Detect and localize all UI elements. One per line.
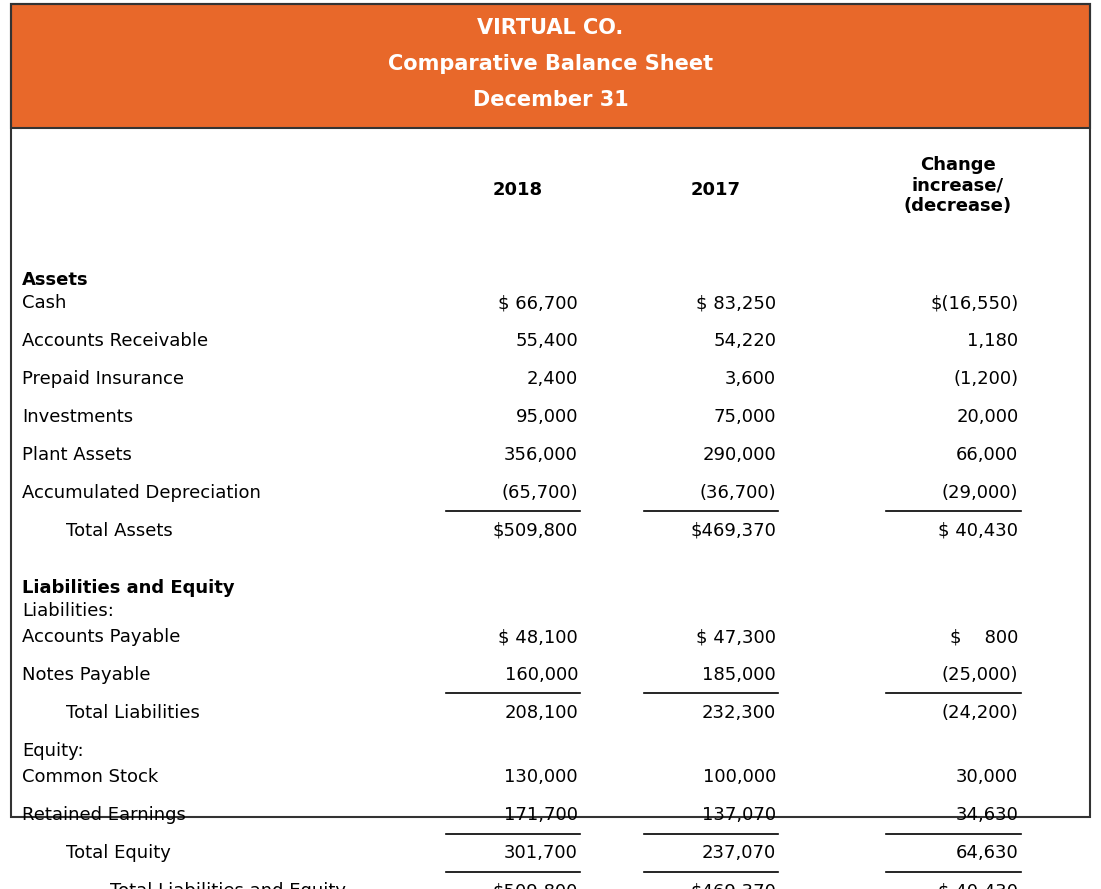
Text: 301,700: 301,700 bbox=[504, 845, 578, 862]
Text: 137,070: 137,070 bbox=[702, 806, 776, 824]
Text: (24,200): (24,200) bbox=[941, 704, 1018, 722]
Text: Liabilities and Equity: Liabilities and Equity bbox=[22, 579, 235, 597]
Text: Liabilities:: Liabilities: bbox=[22, 602, 113, 620]
Text: 232,300: 232,300 bbox=[702, 704, 776, 722]
Text: 2018: 2018 bbox=[492, 180, 543, 199]
Text: 2017: 2017 bbox=[690, 180, 741, 199]
Text: Assets: Assets bbox=[22, 271, 89, 290]
Text: Comparative Balance Sheet: Comparative Balance Sheet bbox=[388, 54, 713, 74]
Text: 95,000: 95,000 bbox=[515, 408, 578, 426]
Text: 290,000: 290,000 bbox=[702, 446, 776, 464]
Text: 54,220: 54,220 bbox=[713, 332, 776, 350]
Text: $509,800: $509,800 bbox=[492, 522, 578, 540]
Text: 3,600: 3,600 bbox=[726, 370, 776, 388]
Text: 2,400: 2,400 bbox=[526, 370, 578, 388]
Text: $469,370: $469,370 bbox=[690, 522, 776, 540]
Text: (29,000): (29,000) bbox=[942, 484, 1018, 502]
Text: Accounts Receivable: Accounts Receivable bbox=[22, 332, 208, 350]
Text: $469,370: $469,370 bbox=[690, 882, 776, 889]
Text: 130,000: 130,000 bbox=[504, 768, 578, 787]
Text: Retained Earnings: Retained Earnings bbox=[22, 806, 186, 824]
Text: Equity:: Equity: bbox=[22, 742, 84, 760]
FancyBboxPatch shape bbox=[11, 4, 1090, 128]
Text: 64,630: 64,630 bbox=[956, 845, 1018, 862]
Text: 20,000: 20,000 bbox=[956, 408, 1018, 426]
Text: 66,000: 66,000 bbox=[956, 446, 1018, 464]
Text: (36,700): (36,700) bbox=[699, 484, 776, 502]
Text: Investments: Investments bbox=[22, 408, 133, 426]
Text: Accumulated Depreciation: Accumulated Depreciation bbox=[22, 484, 261, 502]
Text: 185,000: 185,000 bbox=[702, 666, 776, 684]
Text: 356,000: 356,000 bbox=[504, 446, 578, 464]
Text: Total Liabilities and Equity: Total Liabilities and Equity bbox=[110, 882, 346, 889]
Text: $509,800: $509,800 bbox=[492, 882, 578, 889]
Text: $ 66,700: $ 66,700 bbox=[499, 294, 578, 312]
Text: $ 40,430: $ 40,430 bbox=[938, 882, 1018, 889]
Text: (25,000): (25,000) bbox=[942, 666, 1018, 684]
Text: 100,000: 100,000 bbox=[702, 768, 776, 787]
Text: VIRTUAL CO.: VIRTUAL CO. bbox=[478, 18, 623, 38]
Text: Common Stock: Common Stock bbox=[22, 768, 159, 787]
Text: Accounts Payable: Accounts Payable bbox=[22, 629, 181, 646]
Text: $ 83,250: $ 83,250 bbox=[696, 294, 776, 312]
Text: Prepaid Insurance: Prepaid Insurance bbox=[22, 370, 184, 388]
Text: 160,000: 160,000 bbox=[504, 666, 578, 684]
Text: Notes Payable: Notes Payable bbox=[22, 666, 151, 684]
Text: 30,000: 30,000 bbox=[956, 768, 1018, 787]
Text: December 31: December 31 bbox=[472, 90, 629, 109]
Text: 34,630: 34,630 bbox=[956, 806, 1018, 824]
Text: 75,000: 75,000 bbox=[713, 408, 776, 426]
Text: Total Equity: Total Equity bbox=[66, 845, 171, 862]
Text: Cash: Cash bbox=[22, 294, 66, 312]
Text: $(16,550): $(16,550) bbox=[930, 294, 1018, 312]
Text: 55,400: 55,400 bbox=[515, 332, 578, 350]
Text: 208,100: 208,100 bbox=[504, 704, 578, 722]
Text: Plant Assets: Plant Assets bbox=[22, 446, 132, 464]
Text: $    800: $ 800 bbox=[950, 629, 1018, 646]
Text: Change
increase/
(decrease): Change increase/ (decrease) bbox=[904, 156, 1012, 215]
Text: $ 47,300: $ 47,300 bbox=[696, 629, 776, 646]
Text: 1,180: 1,180 bbox=[968, 332, 1018, 350]
Text: $ 40,430: $ 40,430 bbox=[938, 522, 1018, 540]
Text: Total Assets: Total Assets bbox=[66, 522, 173, 540]
Text: $ 48,100: $ 48,100 bbox=[499, 629, 578, 646]
Text: 171,700: 171,700 bbox=[504, 806, 578, 824]
Text: Total Liabilities: Total Liabilities bbox=[66, 704, 200, 722]
Text: (65,700): (65,700) bbox=[501, 484, 578, 502]
Text: (1,200): (1,200) bbox=[953, 370, 1018, 388]
Text: 237,070: 237,070 bbox=[702, 845, 776, 862]
